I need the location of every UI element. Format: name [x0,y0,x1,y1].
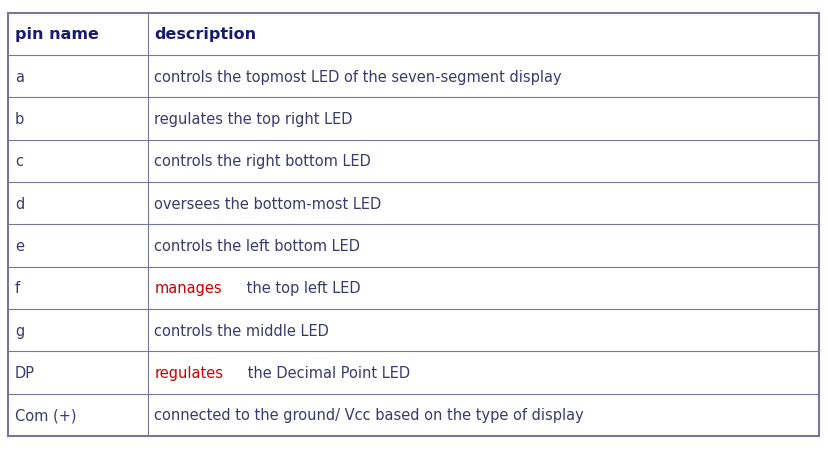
Text: f: f [15,281,20,296]
Text: controls the right bottom LED: controls the right bottom LED [155,154,371,169]
Text: Com (+): Com (+) [15,408,76,422]
Text: the top left LED: the top left LED [241,281,361,296]
Text: controls the left bottom LED: controls the left bottom LED [155,239,361,253]
Bar [8,98,819,140]
Text: regulates: regulates [155,365,223,380]
Bar [8,394,819,436]
Bar [8,56,819,98]
Bar [8,140,819,183]
Bar [8,14,819,56]
Text: g: g [15,323,24,338]
Text: the Decimal Point LED: the Decimal Point LED [243,365,410,380]
Text: e: e [15,239,24,253]
Text: a: a [15,70,24,84]
Text: DP: DP [15,365,35,380]
Text: connected to the ground/ Vcc based on the type of display: connected to the ground/ Vcc based on th… [155,408,584,422]
Text: b: b [15,112,24,127]
Text: controls the topmost LED of the seven-segment display: controls the topmost LED of the seven-se… [155,70,562,84]
Text: description: description [155,28,256,42]
Text: d: d [15,196,24,211]
Bar [8,225,819,267]
Bar [8,309,819,352]
Bar [8,352,819,394]
Text: oversees the bottom-most LED: oversees the bottom-most LED [155,196,381,211]
Text: pin name: pin name [15,28,98,42]
Text: controls the middle LED: controls the middle LED [155,323,329,338]
Text: manages: manages [155,281,222,296]
Bar [8,267,819,309]
Text: regulates the top right LED: regulates the top right LED [155,112,353,127]
Text: c: c [15,154,23,169]
Bar [8,183,819,225]
